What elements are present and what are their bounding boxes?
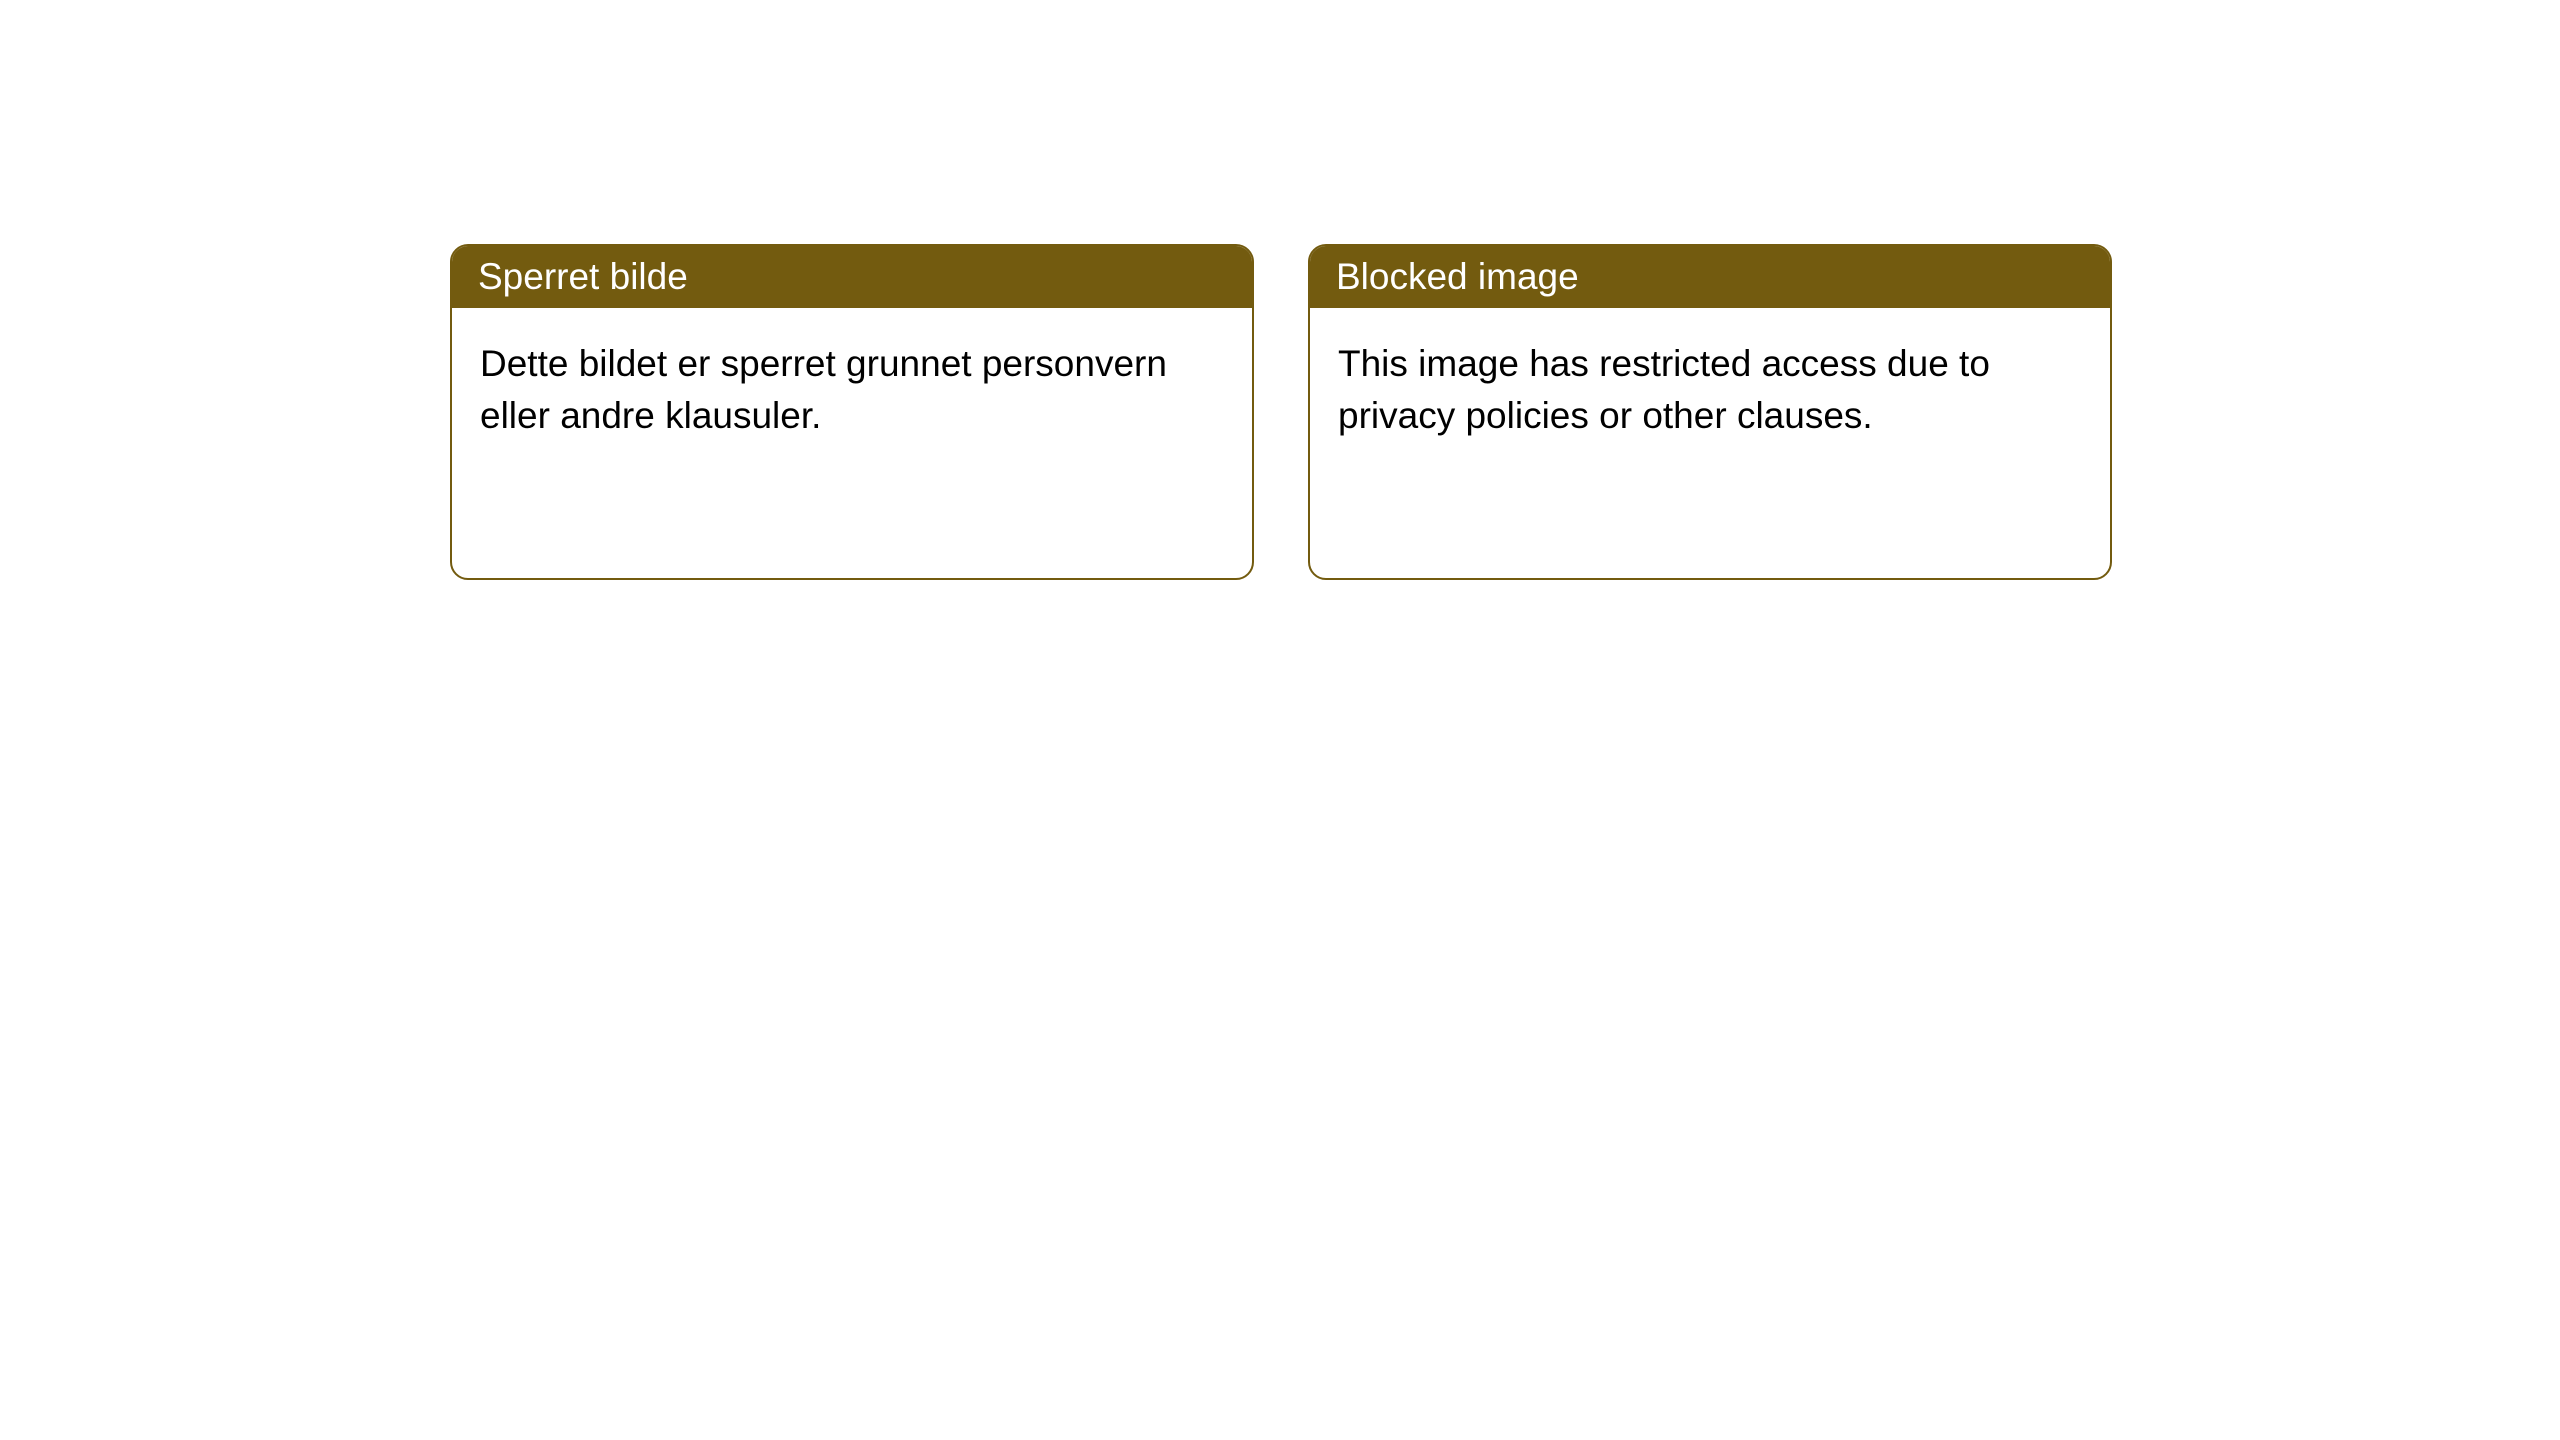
card-body-text: Dette bildet er sperret grunnet personve…	[480, 343, 1167, 436]
cards-container: Sperret bilde Dette bildet er sperret gr…	[450, 244, 2560, 580]
card-title: Sperret bilde	[478, 256, 688, 298]
card-body: Dette bildet er sperret grunnet personve…	[452, 308, 1252, 472]
card-body-text: This image has restricted access due to …	[1338, 343, 1990, 436]
blocked-image-card-norwegian: Sperret bilde Dette bildet er sperret gr…	[450, 244, 1254, 580]
card-body: This image has restricted access due to …	[1310, 308, 2110, 472]
card-header: Blocked image	[1310, 246, 2110, 308]
card-title: Blocked image	[1336, 256, 1579, 298]
card-header: Sperret bilde	[452, 246, 1252, 308]
blocked-image-card-english: Blocked image This image has restricted …	[1308, 244, 2112, 580]
